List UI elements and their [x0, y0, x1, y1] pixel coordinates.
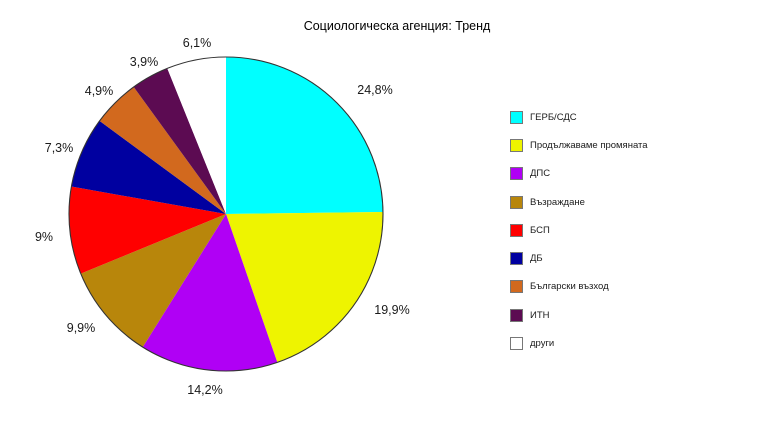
legend-item: ГЕРБ/СДС	[510, 103, 648, 131]
pie-slice-3	[80, 214, 226, 348]
pie-slice-0	[226, 57, 383, 214]
legend-label: ИТН	[530, 309, 550, 321]
legend-label: БСП	[530, 224, 550, 236]
pie-slice-5	[71, 120, 226, 214]
slice-label: 4,9%	[85, 84, 114, 98]
legend-label: Продължаваме промяната	[530, 139, 648, 151]
legend-item: ИТН	[510, 301, 648, 329]
slice-label: 9,9%	[67, 321, 96, 335]
pie-slice-7	[133, 68, 226, 214]
pie-slice-6	[99, 86, 226, 214]
legend-label: ДПС	[530, 168, 551, 180]
legend-item: други	[510, 329, 648, 357]
pie-outline	[68, 56, 384, 372]
pie-slice-4	[68, 186, 227, 274]
legend-swatch	[510, 280, 523, 294]
legend-swatch	[510, 223, 523, 237]
pie-slice-8	[167, 57, 226, 214]
legend-swatch	[510, 138, 523, 152]
legend-label: Възраждане	[530, 196, 585, 208]
slice-label: 6,1%	[183, 36, 212, 50]
chart-title: Социологическа агенция: Тренд	[303, 19, 491, 33]
legend-label: ГЕРБ/СДС	[530, 111, 577, 123]
legend-swatch	[510, 337, 523, 351]
slice-label: 24,8%	[357, 83, 392, 97]
legend-swatch	[510, 308, 523, 322]
legend-item: Възраждане	[510, 188, 648, 216]
legend: ГЕРБ/СДС Продължаваме промяната ДПС Възражд…	[510, 103, 648, 358]
legend-item: БСП	[510, 216, 648, 244]
legend-swatch	[510, 167, 523, 181]
legend-swatch	[510, 195, 523, 209]
slice-label: 7,3%	[45, 141, 74, 155]
legend-item: Продължаваме промяната	[510, 131, 648, 159]
legend-item: ДБ	[510, 244, 648, 272]
legend-label: други	[530, 338, 555, 350]
legend-label: Български възход	[530, 281, 609, 293]
slice-label: 19,9%	[374, 303, 409, 317]
pie-slice-2	[142, 214, 278, 371]
legend-swatch	[510, 110, 523, 124]
legend-swatch	[510, 252, 523, 266]
slice-label: 3,9%	[130, 55, 159, 69]
slice-label: 14,2%	[187, 383, 222, 397]
legend-label: ДБ	[530, 253, 543, 265]
legend-item: ДПС	[510, 160, 648, 188]
pie-slice-1	[226, 212, 384, 363]
legend-item: Български възход	[510, 273, 648, 301]
slice-label: 9%	[35, 230, 53, 244]
